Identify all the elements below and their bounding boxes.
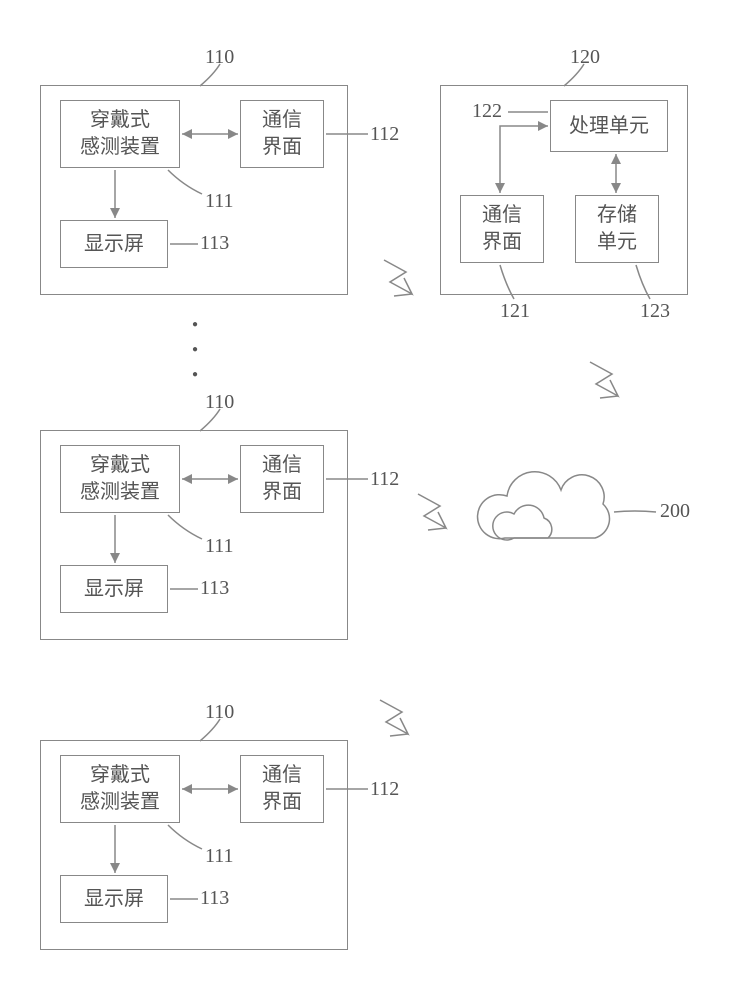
bolt-1: [384, 260, 412, 296]
bolt-4: [590, 362, 618, 398]
bolt-2: [418, 494, 446, 530]
bolt-3: [380, 700, 408, 736]
